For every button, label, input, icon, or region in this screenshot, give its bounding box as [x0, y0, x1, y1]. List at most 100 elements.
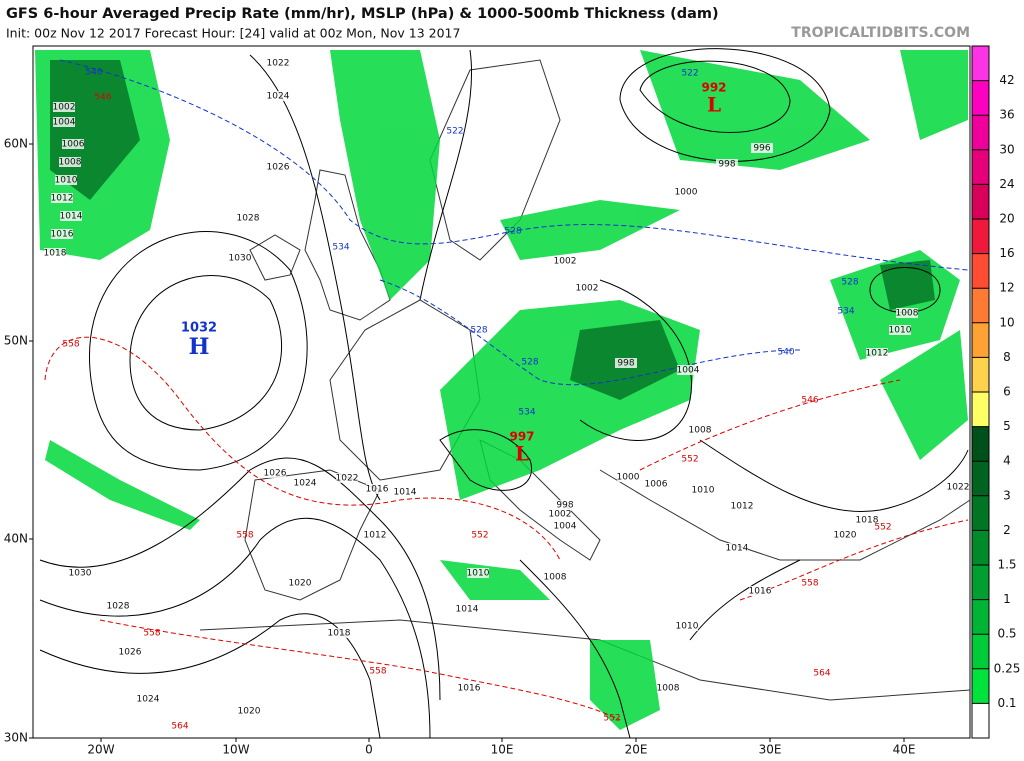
high-pressure-letter: H [189, 334, 210, 360]
isobar-label-bg [751, 143, 773, 153]
isobar-label: 1016 [749, 587, 772, 597]
isobar-label-bg [267, 91, 289, 101]
thickness-label: 558 [801, 579, 818, 589]
isobar-label-bg [576, 283, 598, 293]
isobar-label: 1004 [554, 522, 577, 532]
isobar-label: 1012 [51, 194, 74, 204]
isobar [519, 559, 631, 739]
isobar-label-bg [62, 139, 84, 149]
lat-label: 50N [4, 334, 28, 348]
isobar-label: 1022 [947, 483, 970, 493]
isobar-label: 1004 [677, 366, 700, 376]
colorbar-label: 36 [999, 108, 1014, 122]
colorbar-segment [972, 530, 989, 565]
isobar [439, 429, 533, 491]
site-name: TROPICALTIDBITS.COM [791, 25, 970, 41]
isobar-label: 1008 [689, 426, 712, 436]
isobar-label: 1014 [394, 488, 417, 498]
isobars [39, 48, 969, 739]
isobar-label-bg [456, 604, 478, 614]
isobar-label-bg [615, 358, 637, 368]
colorbar-label: 12 [999, 281, 1014, 295]
colorbar-segment [972, 219, 989, 254]
isobar [89, 231, 308, 471]
isobar-label: 1002 [53, 103, 76, 113]
thickness-label: 558 [236, 531, 253, 541]
isobar-label: 998 [718, 160, 735, 170]
isobar-label-bg [51, 193, 73, 203]
lat-label: 30N [4, 731, 28, 745]
ireland [249, 234, 301, 281]
colorbar-segment [972, 80, 989, 116]
colorbar-segment [972, 668, 989, 704]
colorbar-segment [972, 184, 989, 219]
isobar-label-bg [264, 468, 286, 478]
contour [639, 379, 901, 471]
isobar-label-bg [119, 647, 141, 657]
colorbar-segment [972, 357, 989, 392]
isobar-label-bg [137, 694, 159, 704]
isobar [39, 613, 381, 739]
contour-labels: 1032H992L997L102210241026102810301002100… [44, 58, 970, 732]
isobar-label: 1012 [866, 349, 889, 359]
colorbar-label: 10 [999, 315, 1014, 329]
isobar-label: 1012 [364, 531, 387, 541]
isobar-label-bg [889, 325, 911, 335]
isobar-label-bg [676, 621, 698, 631]
thickness-label: 558 [143, 629, 160, 639]
thickness-label: 558 [62, 340, 79, 350]
colorbar-label: 5 [1003, 419, 1011, 433]
thickness-label: 540 [777, 348, 794, 358]
low-pressure-value: 997 [509, 430, 534, 444]
colorbar: 0.1 0.25 0.5 1 1.5 2 3 4 5 6 8 10 12 16 20 24 30 36 42 [971, 45, 1020, 739]
isobar-label-bg [692, 485, 714, 495]
isobar [129, 275, 283, 431]
colorbar-label: 42 [999, 73, 1014, 87]
isobar-label-bg [657, 683, 679, 693]
colorbar-segment [972, 288, 989, 323]
isobar [689, 559, 801, 641]
isobar-label: 1024 [267, 92, 290, 102]
isobar-label: 1028 [107, 602, 130, 612]
contour [44, 336, 561, 561]
britain [304, 169, 391, 321]
colorbar-segment [972, 322, 989, 358]
isobar [579, 279, 692, 441]
lon-label: 10E [491, 743, 514, 757]
colorbar-label: 16 [999, 246, 1014, 260]
colorbar-segment [972, 565, 989, 600]
isobar-label-bg [947, 482, 969, 492]
isobar-label: 1018 [328, 629, 351, 639]
thickness-label: 528 [470, 326, 487, 336]
isobar-label-bg [60, 211, 82, 221]
lon-label: 40E [893, 743, 916, 757]
france [329, 299, 481, 481]
isobar-label: 1002 [554, 257, 577, 267]
isobar [619, 48, 831, 162]
isobar-label: 1020 [289, 579, 312, 589]
lon-label: 30E [759, 743, 782, 757]
isobar-label: 1028 [237, 214, 260, 224]
isobar-label: 1008 [59, 158, 82, 168]
isobar-label-bg [554, 256, 576, 266]
isobar [869, 267, 941, 313]
isobar-label: 996 [753, 144, 770, 154]
isobar-label-bg [53, 102, 75, 112]
isobar-label: 1014 [60, 212, 83, 222]
isobar-label-bg [554, 500, 576, 510]
isobar-label-bg [866, 348, 888, 358]
isobar-label: 1016 [51, 230, 74, 240]
colorbar-label: 30 [999, 142, 1014, 156]
subtitle: Init: 00z Nov 12 2017 Forecast Hour: [24… [6, 26, 460, 41]
isobar [419, 49, 473, 301]
colorbar-segment [972, 634, 989, 669]
colorbar-segment [972, 149, 989, 185]
isobar-label-bg [896, 308, 918, 318]
thickness-label: 528 [521, 358, 538, 368]
colorbar-segment [972, 495, 989, 531]
high-pressure-value: 1032 [181, 321, 217, 336]
isobar-label: 1000 [617, 473, 640, 483]
colorbar-label: 2 [1003, 523, 1011, 537]
isobar [639, 60, 791, 133]
colorbar-label: 8 [1003, 350, 1011, 364]
